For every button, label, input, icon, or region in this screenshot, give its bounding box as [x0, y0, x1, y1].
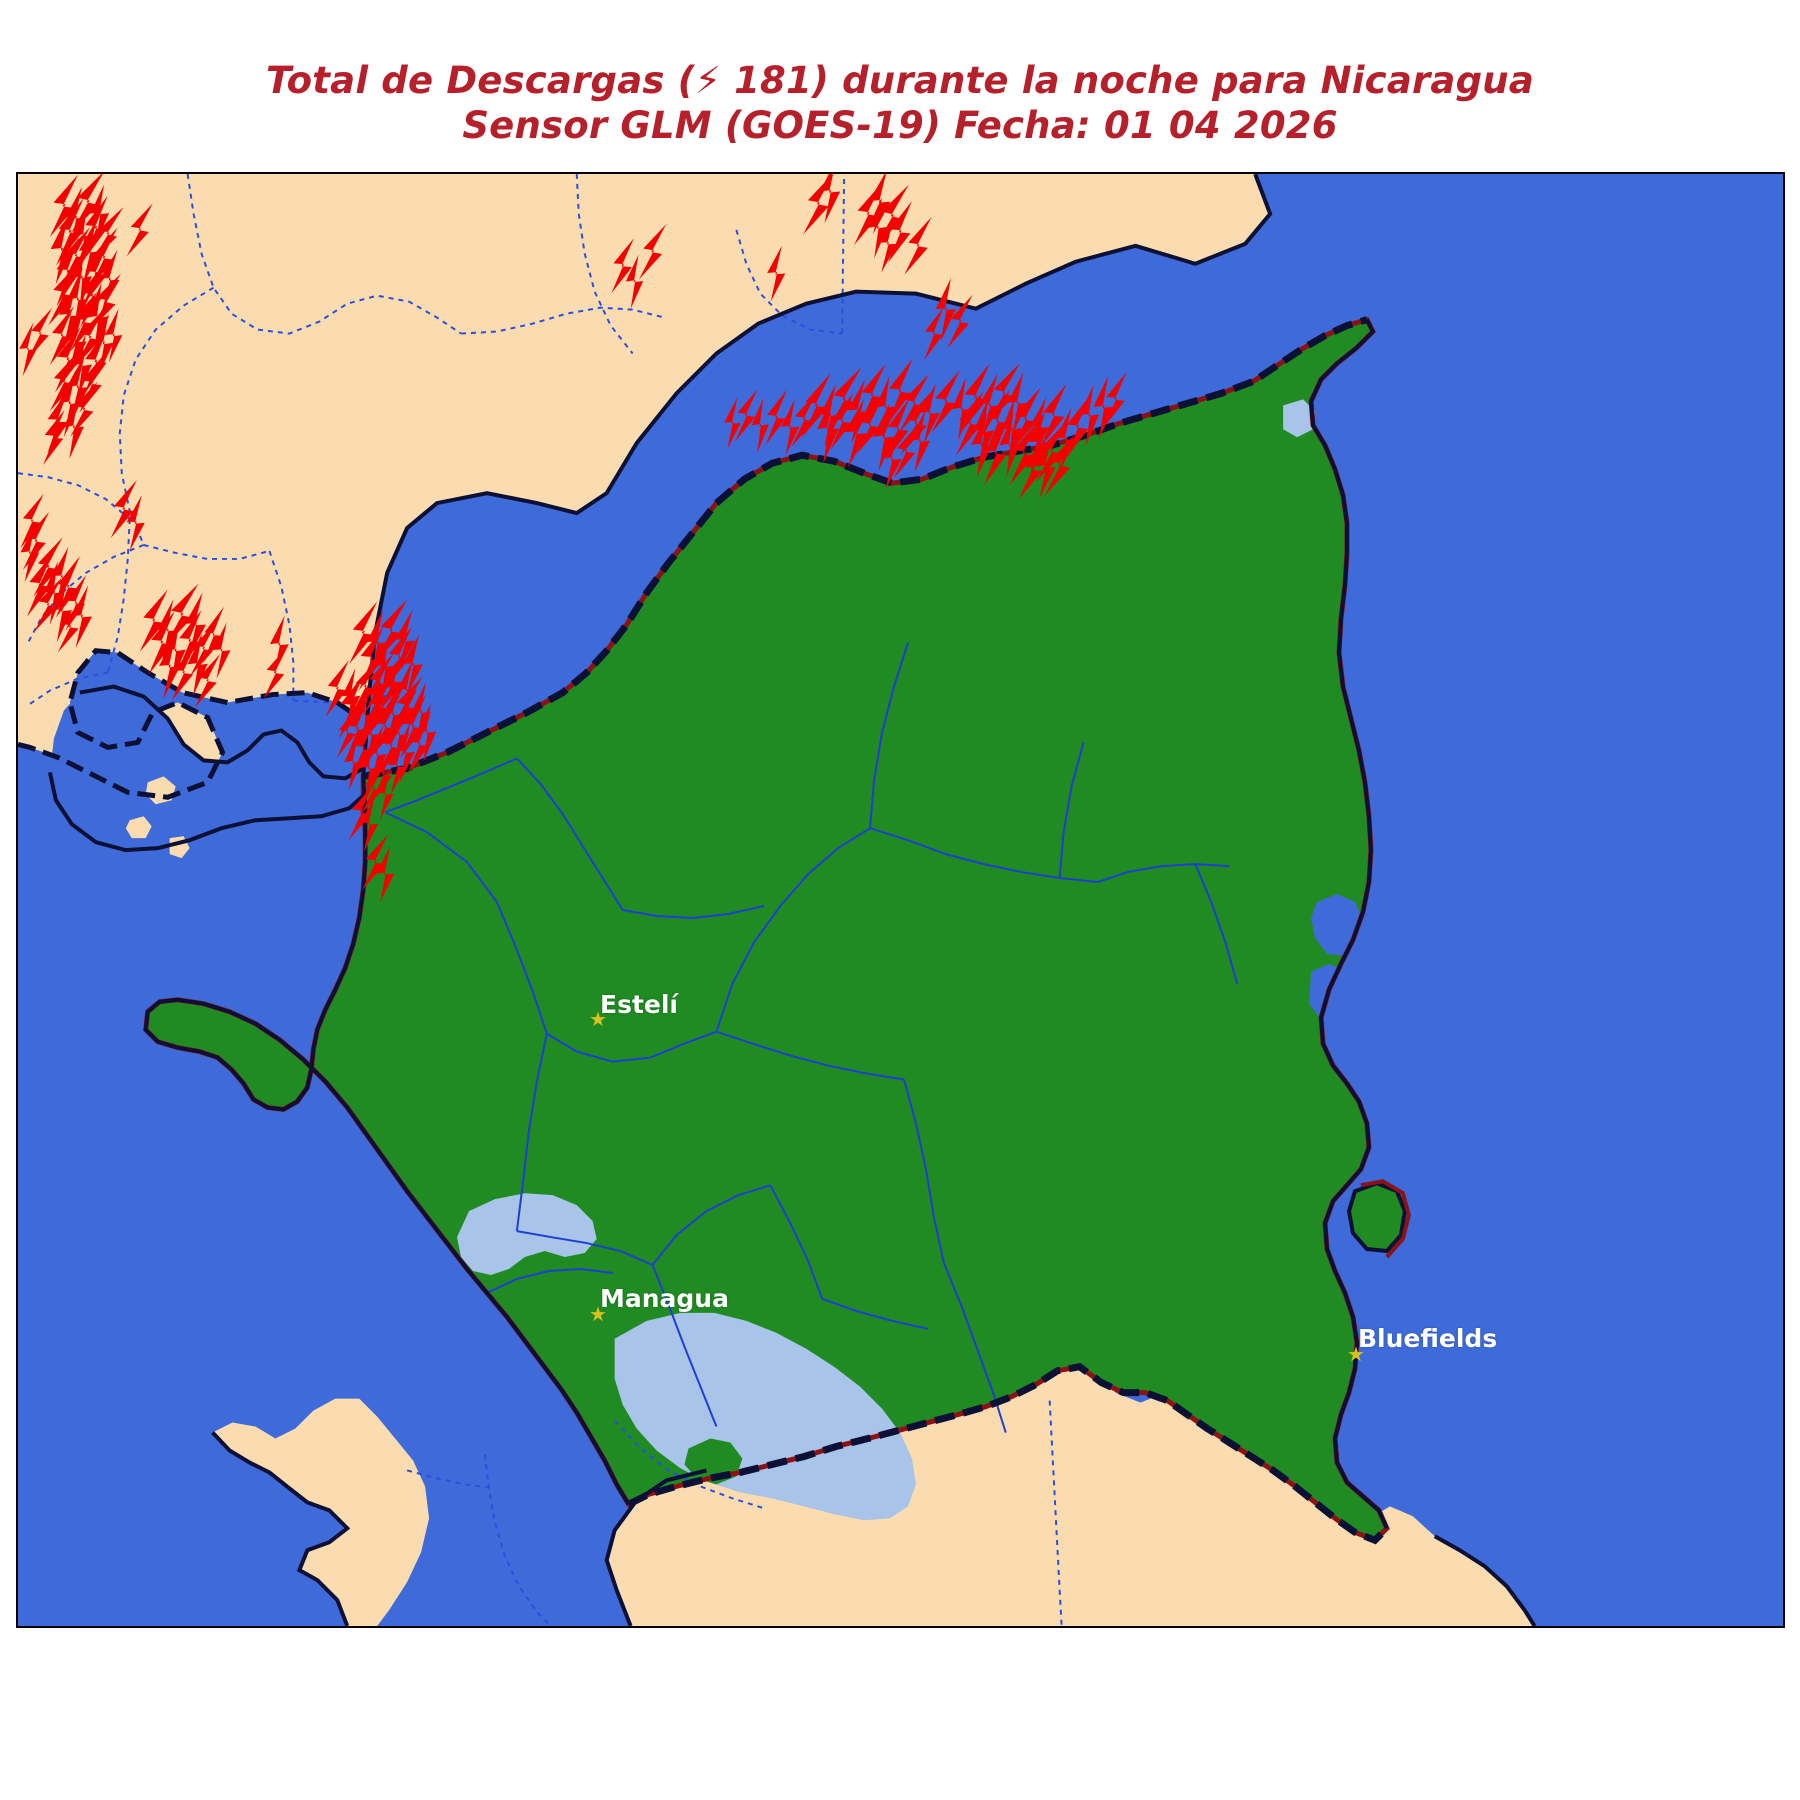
map-canvas[interactable]: ★ Estelí ★ Managua ★ Bluefields: [16, 172, 1785, 1628]
map-title-line-2: Sensor GLM (GOES-19) Fecha: 01 04 2026: [462, 104, 1338, 148]
national-border-nicaragua: [18, 174, 1537, 1626]
gulf-of-fonseca: [49, 686, 368, 859]
map-title-line-1: Total de Descargas (⚡ 181) durante la no…: [266, 59, 1534, 102]
neighbor-land-costa-rica: [212, 1360, 1535, 1626]
lakes: [457, 399, 1316, 1521]
map-title: Total de Descargas (⚡ 181) durante la no…: [0, 58, 1800, 148]
neighbor-land-honduras: [18, 174, 1271, 798]
country-nicaragua[interactable]: [145, 319, 1405, 1541]
map-svg: [18, 174, 1783, 1626]
neighbor-admin-boundaries: [18, 174, 1063, 1626]
admin-boundaries: [384, 642, 1239, 1433]
